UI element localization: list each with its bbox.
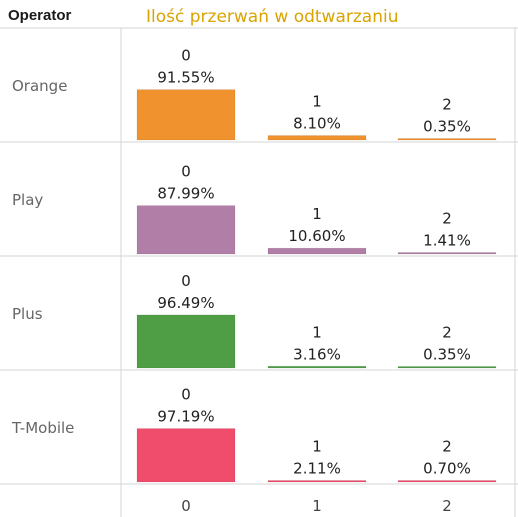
bar-value-label: 0.35% bbox=[423, 118, 471, 136]
x-tick-label: 2 bbox=[442, 497, 452, 515]
bar-category-label: 0 bbox=[181, 47, 191, 65]
operator-row: T-Mobile 0 97.19% 1 2.11% 2 0.70% bbox=[11, 386, 497, 483]
bar-category-label: 0 bbox=[181, 386, 191, 404]
bar bbox=[136, 314, 236, 369]
x-axis: 0 1 2 bbox=[181, 497, 452, 515]
operator-label: Play bbox=[12, 191, 43, 209]
bar-value-label: 8.10% bbox=[293, 115, 341, 133]
bar-value-label: 97.19% bbox=[157, 408, 214, 426]
bar bbox=[397, 138, 497, 141]
chart-title: Ilość przerwań w odtwarzaniu bbox=[146, 7, 399, 27]
bar-category-label: 0 bbox=[181, 272, 191, 290]
x-tick-label: 1 bbox=[312, 497, 322, 515]
bar bbox=[397, 252, 497, 255]
chart-rows: Orange091.55%18.10%20.35%Play087.99%110.… bbox=[11, 47, 497, 483]
bar bbox=[267, 480, 367, 483]
bar-category-label: 2 bbox=[442, 438, 452, 456]
grid-lines bbox=[0, 27, 518, 517]
bar bbox=[267, 247, 367, 255]
bar-value-label: 91.55% bbox=[157, 69, 214, 87]
bar bbox=[397, 480, 497, 483]
bar bbox=[136, 89, 236, 141]
bar-value-label: 96.49% bbox=[157, 294, 214, 312]
bar bbox=[267, 135, 367, 141]
bar-category-label: 1 bbox=[312, 205, 322, 223]
bar-value-label: 0.35% bbox=[423, 346, 471, 364]
operator-header: Operator bbox=[8, 7, 72, 24]
operator-row: Play 0 87.99% 1 10.60% 2 1.41% bbox=[12, 163, 497, 255]
bar-value-label: 3.16% bbox=[293, 345, 341, 363]
bar-category-label: 2 bbox=[442, 96, 452, 114]
bar bbox=[397, 366, 497, 369]
bar-value-label: 2.11% bbox=[293, 460, 341, 478]
operator-row: Plus 0 96.49% 1 3.16% 2 0.35% bbox=[12, 272, 497, 369]
bar-category-label: 1 bbox=[312, 438, 322, 456]
bar-category-label: 2 bbox=[442, 210, 452, 228]
operator-label: Orange bbox=[12, 77, 67, 95]
bar-value-label: 87.99% bbox=[157, 185, 214, 203]
bar-category-label: 2 bbox=[442, 324, 452, 342]
operator-label: Plus bbox=[12, 305, 43, 323]
operator-label: T-Mobile bbox=[11, 419, 74, 437]
bar-value-label: 10.60% bbox=[288, 227, 345, 245]
bar-category-label: 1 bbox=[312, 323, 322, 341]
bar-value-label: 0.70% bbox=[423, 460, 471, 478]
bar-category-label: 0 bbox=[181, 163, 191, 181]
bar-value-label: 1.41% bbox=[423, 232, 471, 250]
bar bbox=[267, 365, 367, 369]
operator-row: Orange 0 91.55% 1 8.10% 2 0.35% bbox=[12, 47, 497, 141]
x-tick-label: 0 bbox=[181, 497, 191, 515]
bar bbox=[136, 428, 236, 483]
bar bbox=[136, 205, 236, 255]
bar-category-label: 1 bbox=[312, 93, 322, 111]
